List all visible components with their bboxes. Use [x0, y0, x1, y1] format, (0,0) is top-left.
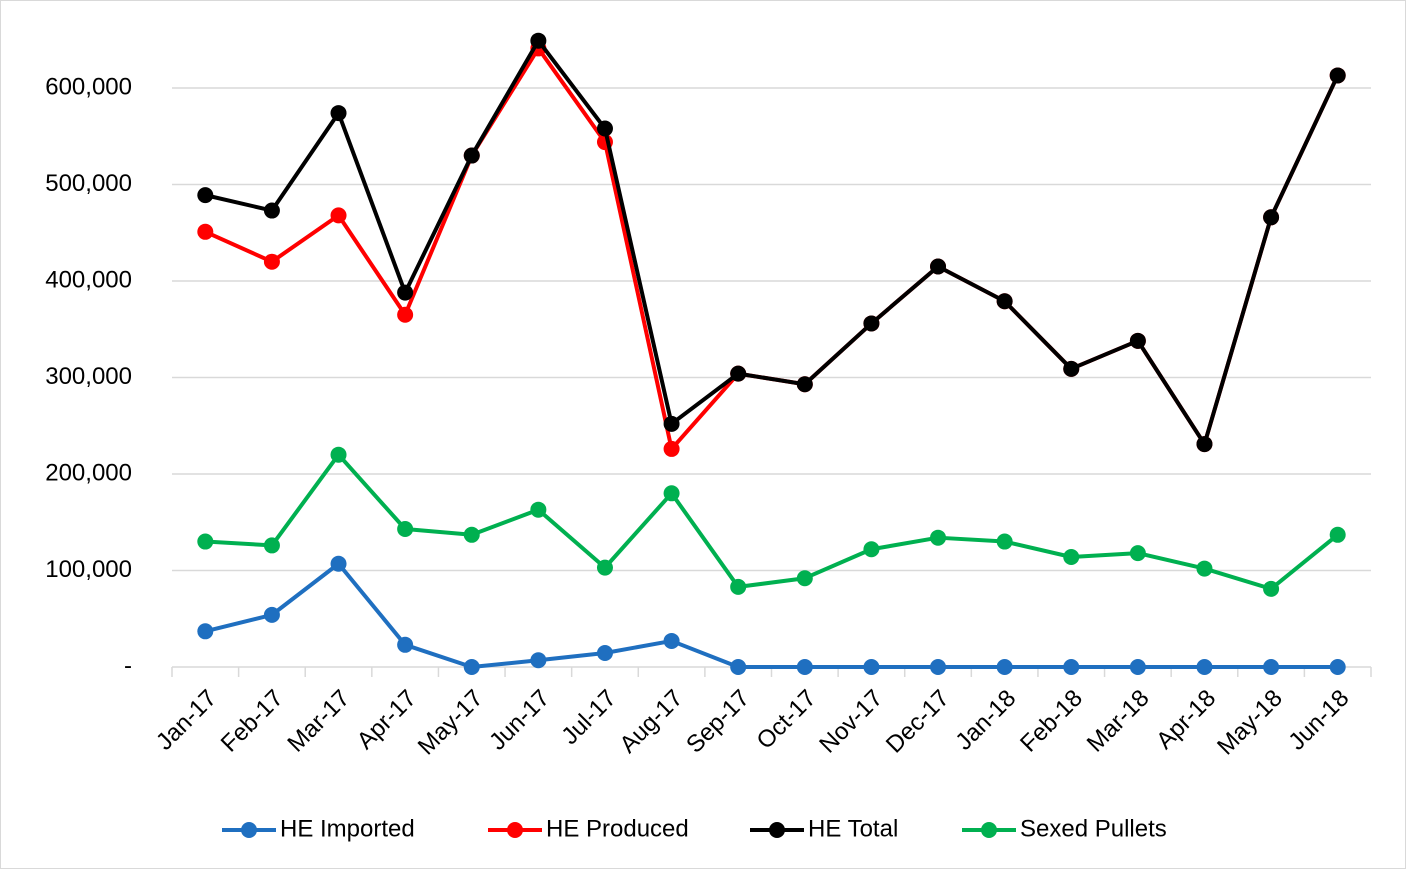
marker — [1196, 436, 1213, 453]
marker — [1263, 659, 1280, 675]
marker — [996, 533, 1013, 550]
marker — [330, 555, 347, 572]
y-tick-label: - — [124, 652, 132, 679]
marker — [730, 578, 747, 595]
marker — [263, 202, 280, 219]
marker — [197, 623, 214, 640]
legend-label: HE Total — [808, 815, 898, 842]
legend-marker — [241, 822, 257, 838]
marker — [397, 306, 414, 323]
marker — [996, 293, 1013, 310]
marker — [1063, 659, 1080, 675]
marker — [197, 223, 214, 240]
marker — [330, 105, 347, 122]
legend-marker — [981, 822, 997, 838]
marker — [596, 645, 613, 662]
marker — [263, 253, 280, 270]
marker — [1196, 659, 1213, 675]
marker — [1063, 548, 1080, 565]
marker — [596, 559, 613, 576]
marker — [397, 284, 414, 301]
series-line — [204, 38, 1340, 447]
marker — [796, 376, 813, 393]
marker — [397, 521, 414, 538]
marker — [1196, 560, 1213, 577]
marker — [263, 537, 280, 554]
marker — [996, 659, 1013, 675]
y-tick-label: 200,000 — [45, 459, 132, 486]
marker — [930, 529, 947, 546]
marker — [1129, 332, 1146, 349]
marker — [397, 636, 414, 653]
marker — [663, 632, 680, 649]
marker — [197, 187, 214, 204]
marker — [863, 659, 880, 675]
y-tick-label: 400,000 — [45, 266, 132, 293]
y-tick-label: 300,000 — [45, 363, 132, 390]
marker — [197, 533, 214, 550]
marker — [1329, 659, 1346, 675]
series — [197, 446, 1346, 597]
marker — [530, 652, 547, 669]
marker — [463, 147, 480, 164]
marker — [730, 659, 747, 675]
marker — [530, 32, 547, 49]
marker — [1129, 659, 1146, 675]
legend-label: HE Produced — [546, 815, 689, 842]
marker — [1329, 526, 1346, 543]
marker — [663, 485, 680, 502]
marker — [796, 570, 813, 587]
marker — [330, 207, 347, 224]
marker — [1063, 360, 1080, 377]
marker — [663, 415, 680, 432]
y-tick-label: 100,000 — [45, 556, 132, 583]
marker — [796, 659, 813, 675]
marker — [1129, 545, 1146, 562]
marker — [863, 315, 880, 332]
marker — [263, 606, 280, 623]
series — [197, 555, 1346, 675]
marker — [863, 541, 880, 558]
marker — [1263, 209, 1280, 226]
series — [197, 32, 1346, 453]
series-line — [205, 452, 1339, 591]
marker — [930, 258, 947, 275]
marker — [1263, 580, 1280, 597]
legend-marker — [507, 822, 523, 838]
series-line — [204, 561, 1338, 669]
marker — [463, 526, 480, 543]
legend-marker — [769, 822, 785, 838]
marker — [330, 446, 347, 463]
marker — [663, 440, 680, 457]
marker — [530, 501, 547, 518]
marker — [730, 365, 747, 382]
marker — [596, 120, 613, 137]
legend-label: HE Imported — [280, 815, 415, 842]
legend-label: Sexed Pullets — [1020, 815, 1167, 842]
y-tick-label: 500,000 — [45, 170, 132, 197]
marker — [930, 659, 947, 675]
y-tick-label: 600,000 — [45, 73, 132, 100]
marker — [463, 659, 480, 675]
marker — [1329, 67, 1346, 84]
